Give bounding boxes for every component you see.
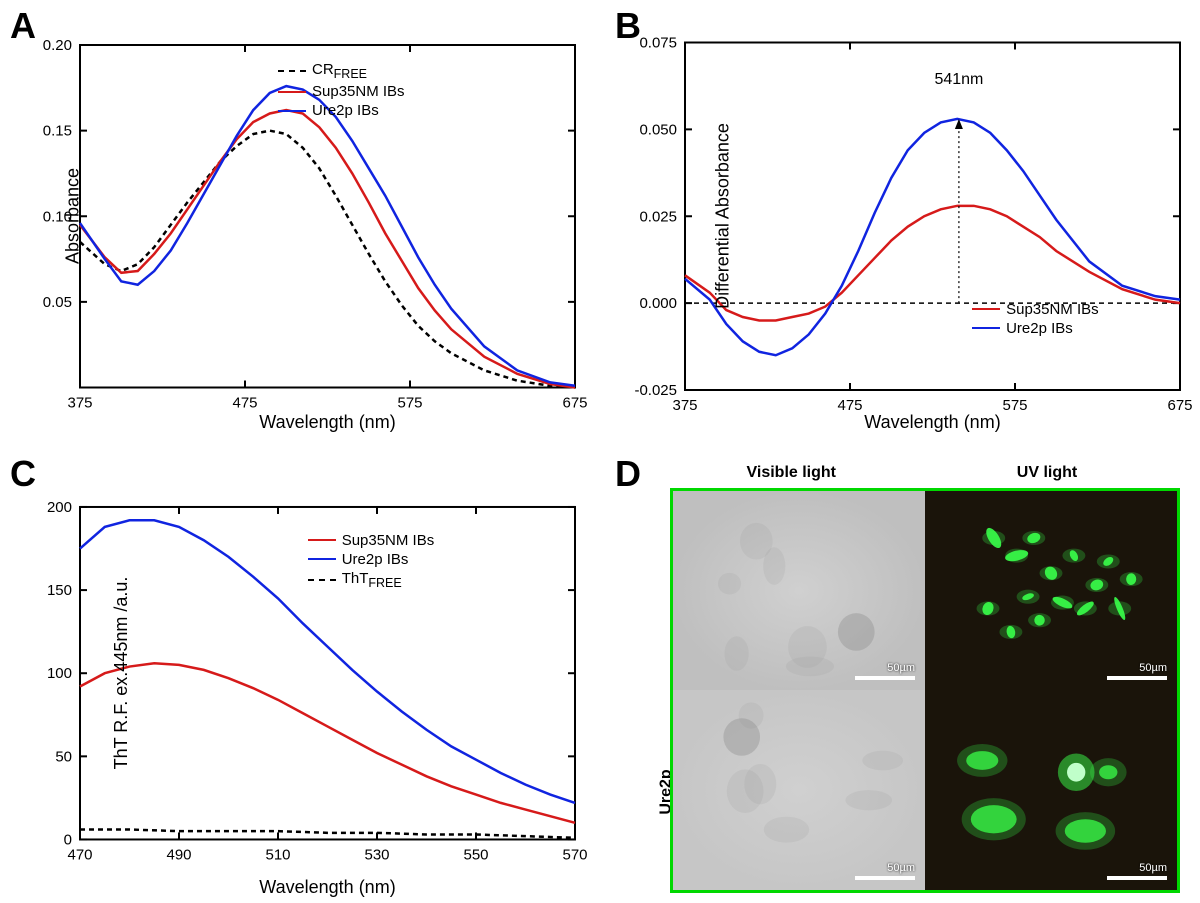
panel-b-svg: 375475575675-0.0250.0000.0250.0500.07554… [685, 40, 1180, 393]
svg-text:0.000: 0.000 [639, 295, 677, 312]
panel-b-legend: Sup35NM IBsUre2p IBs [972, 301, 1099, 339]
panel-b-ylabel: Differential Absorbance [712, 123, 733, 309]
svg-text:0.050: 0.050 [639, 121, 677, 138]
micrograph-grid: 50µm 50µm 50µm 50µm [670, 488, 1180, 893]
panel-c-label: C [10, 453, 36, 495]
svg-text:0.15: 0.15 [43, 123, 72, 140]
scale-bar-label: 50µm [887, 662, 915, 674]
scale-bar [855, 876, 915, 880]
panel-c-ylabel: ThT R.F. ex.445nm /a.u. [111, 576, 132, 769]
panel-a-plot: Absorbance Wavelength (nm) 3754755756750… [80, 40, 575, 393]
panel-b-label: B [615, 5, 641, 47]
svg-text:490: 490 [166, 846, 191, 863]
scale-bar [1107, 676, 1167, 680]
panel-a-ylabel: Absorbance [63, 168, 84, 264]
panel-a-label: A [10, 5, 36, 47]
svg-text:475: 475 [837, 397, 862, 414]
svg-text:675: 675 [1167, 397, 1192, 414]
svg-text:0: 0 [64, 831, 72, 848]
panel-b-plot: Differential Absorbance Wavelength (nm) … [685, 40, 1180, 393]
multi-panel-figure: A Absorbance Wavelength (nm) 37547557567… [10, 10, 1190, 865]
scale-bar-label: 50µm [1139, 662, 1167, 674]
panel-a: A Absorbance Wavelength (nm) 37547557567… [10, 10, 585, 438]
svg-text:100: 100 [47, 665, 72, 682]
panel-b: B Differential Absorbance Wavelength (nm… [615, 10, 1190, 438]
panel-c: C ThT R.F. ex.445nm /a.u. Wavelength (nm… [10, 458, 585, 903]
panel-b-xlabel: Wavelength (nm) [864, 412, 1000, 433]
svg-text:510: 510 [265, 846, 290, 863]
svg-text:541nm: 541nm [934, 71, 983, 88]
scale-bar [855, 676, 915, 680]
scale-bar-label: 50µm [1139, 862, 1167, 874]
svg-text:50: 50 [55, 748, 72, 765]
scale-bar-label: 50µm [887, 862, 915, 874]
svg-text:0.05: 0.05 [43, 294, 72, 311]
micrograph-cell: 50µm [925, 491, 1177, 691]
panel-d-col1: Visible light [747, 464, 837, 482]
svg-text:550: 550 [463, 846, 488, 863]
micrograph-cell: 50µm [673, 491, 925, 691]
panel-a-xlabel: Wavelength (nm) [259, 412, 395, 433]
svg-text:575: 575 [397, 395, 422, 412]
panel-d-col2: UV light [1017, 464, 1077, 482]
panel-d: D Visible light UV light Sup35NM Ure2p 5… [615, 458, 1190, 903]
svg-text:575: 575 [1002, 397, 1027, 414]
svg-text:150: 150 [47, 582, 72, 599]
svg-text:675: 675 [562, 395, 587, 412]
panel-c-xlabel: Wavelength (nm) [259, 877, 395, 898]
svg-text:375: 375 [672, 397, 697, 414]
svg-text:530: 530 [364, 846, 389, 863]
svg-text:0.075: 0.075 [639, 35, 677, 52]
micrograph-cell: 50µm [673, 690, 925, 890]
panel-a-legend: CRFREESup35NM IBsUre2p IBs [278, 61, 405, 121]
panel-d-label: D [615, 453, 641, 495]
panel-c-legend: Sup35NM IBsUre2p IBsThTFREE [308, 532, 435, 592]
scale-bar [1107, 876, 1167, 880]
micrograph-cell: 50µm [925, 690, 1177, 890]
svg-text:-0.025: -0.025 [634, 382, 677, 399]
svg-text:570: 570 [562, 846, 587, 863]
svg-text:375: 375 [67, 395, 92, 412]
svg-text:470: 470 [67, 846, 92, 863]
svg-text:0.025: 0.025 [639, 208, 677, 225]
panel-c-plot: ThT R.F. ex.445nm /a.u. Wavelength (nm) … [80, 488, 575, 858]
svg-text:200: 200 [47, 498, 72, 515]
svg-text:0.20: 0.20 [43, 37, 72, 54]
panel-d-container: Visible light UV light Sup35NM Ure2p 50µ… [670, 488, 1180, 893]
svg-text:475: 475 [232, 395, 257, 412]
